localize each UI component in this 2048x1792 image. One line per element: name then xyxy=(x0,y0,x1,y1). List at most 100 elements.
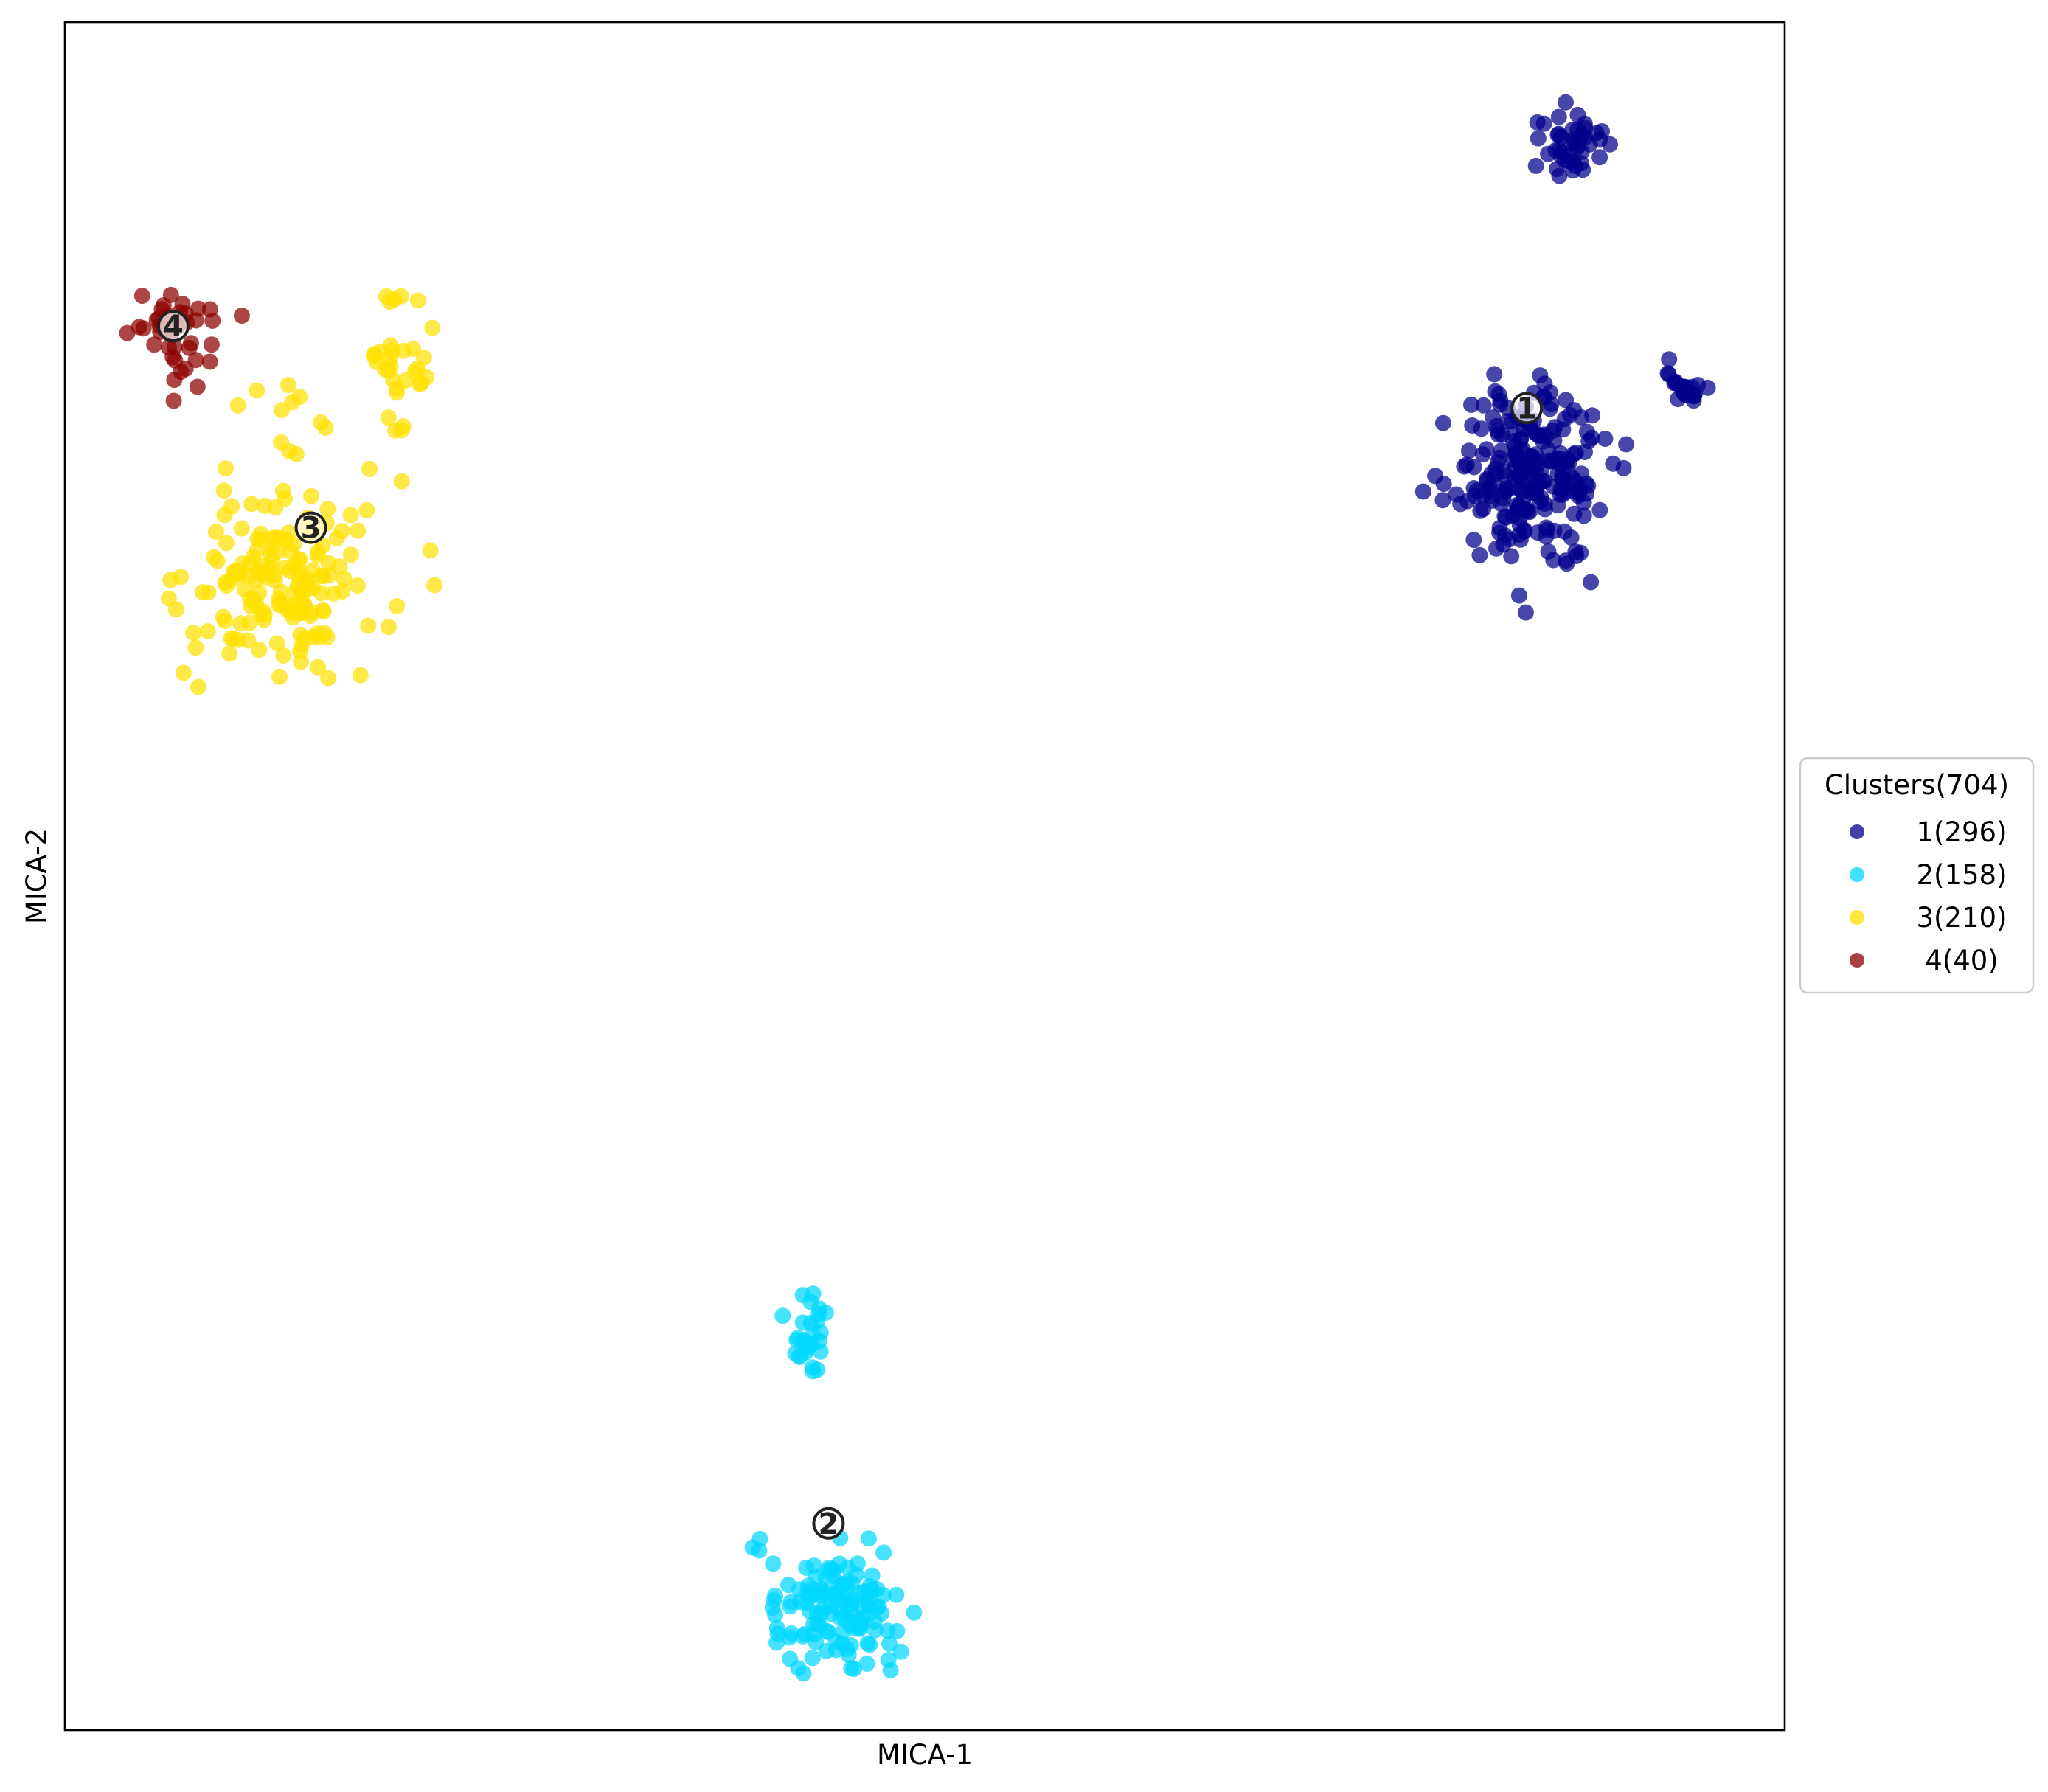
point-cluster-3 xyxy=(380,362,397,379)
point-cluster-1 xyxy=(1506,426,1522,442)
point-cluster-3 xyxy=(415,349,432,366)
point-cluster-1 xyxy=(1566,505,1583,522)
point-cluster-2 xyxy=(866,1614,883,1630)
point-cluster-3 xyxy=(175,664,192,681)
point-cluster-1 xyxy=(1461,442,1477,459)
point-cluster-2 xyxy=(858,1655,875,1672)
point-cluster-3 xyxy=(274,482,291,499)
point-cluster-3 xyxy=(254,602,271,619)
point-cluster-1 xyxy=(1568,548,1585,564)
point-cluster-3 xyxy=(233,520,250,537)
point-cluster-1 xyxy=(1522,448,1539,465)
legend-marker-1 xyxy=(1850,824,1864,839)
point-cluster-1 xyxy=(1550,108,1567,125)
point-cluster-2 xyxy=(751,1530,768,1547)
point-cluster-1 xyxy=(1503,479,1520,496)
point-cluster-2 xyxy=(822,1605,839,1622)
point-cluster-3 xyxy=(305,628,322,645)
point-cluster-4 xyxy=(119,324,136,341)
point-cluster-4 xyxy=(183,335,199,352)
point-cluster-1 xyxy=(1524,463,1541,480)
point-cluster-3 xyxy=(256,497,273,514)
point-cluster-3 xyxy=(229,397,246,414)
point-cluster-3 xyxy=(389,597,406,614)
centroid-marker-2 xyxy=(812,1507,845,1540)
point-cluster-3 xyxy=(292,626,309,643)
point-cluster-3 xyxy=(336,571,353,588)
point-cluster-3 xyxy=(216,507,233,524)
point-cluster-2 xyxy=(800,1577,817,1594)
legend-label-1: 1(296) xyxy=(1916,816,2007,848)
point-cluster-3 xyxy=(412,375,428,392)
point-cluster-1 xyxy=(1471,546,1488,563)
point-cluster-3 xyxy=(275,647,292,664)
centroid-label-4: 4 xyxy=(163,310,184,344)
point-cluster-1 xyxy=(1594,123,1610,139)
point-cluster-1 xyxy=(1434,414,1451,431)
point-cluster-2 xyxy=(774,1307,791,1324)
legend-frame xyxy=(1799,757,2035,994)
y-axis-label: MICA-2 xyxy=(21,828,52,924)
point-cluster-3 xyxy=(280,377,296,394)
point-cluster-3 xyxy=(365,347,382,364)
point-cluster-4 xyxy=(203,336,220,353)
point-cluster-2 xyxy=(833,1635,850,1652)
point-cluster-2 xyxy=(765,1555,782,1572)
point-cluster-4 xyxy=(165,392,182,409)
point-cluster-3 xyxy=(250,562,267,579)
point-cluster-3 xyxy=(320,555,337,572)
point-cluster-3 xyxy=(207,524,224,541)
point-cluster-3 xyxy=(422,542,439,559)
points-layer xyxy=(119,94,1716,1682)
point-cluster-1 xyxy=(1618,436,1635,453)
point-cluster-1 xyxy=(1434,492,1451,509)
point-cluster-3 xyxy=(358,501,375,518)
point-cluster-2 xyxy=(795,1665,812,1682)
centroid-label-3: 3 xyxy=(301,512,322,546)
point-cluster-1 xyxy=(1493,496,1510,513)
point-cluster-1 xyxy=(1561,147,1577,164)
point-cluster-3 xyxy=(320,670,336,687)
point-cluster-2 xyxy=(861,1590,878,1607)
point-cluster-3 xyxy=(360,617,377,634)
point-cluster-1 xyxy=(1597,431,1614,447)
point-cluster-1 xyxy=(1465,480,1482,496)
point-cluster-2 xyxy=(839,1559,856,1576)
centroid-labels: 1 2 3 4 xyxy=(156,310,1544,1541)
point-cluster-3 xyxy=(426,577,443,594)
centroid-label-1: 1 xyxy=(1516,392,1537,426)
point-cluster-2 xyxy=(889,1622,906,1639)
point-cluster-1 xyxy=(1527,485,1544,501)
point-cluster-3 xyxy=(249,382,265,399)
point-cluster-3 xyxy=(291,552,308,569)
point-cluster-3 xyxy=(217,574,234,591)
legend: Clusters(704) 1(296) 2(158) 3(210) 4(40) xyxy=(1799,757,2035,994)
point-cluster-1 xyxy=(1605,455,1622,472)
series-cluster-3 xyxy=(160,288,443,695)
point-cluster-3 xyxy=(317,420,334,437)
centroid-marker-4 xyxy=(156,310,190,343)
point-cluster-1 xyxy=(1456,458,1473,475)
point-cluster-3 xyxy=(380,409,397,426)
point-cluster-2 xyxy=(767,1607,783,1623)
point-cluster-3 xyxy=(389,384,406,401)
point-cluster-1 xyxy=(1661,351,1678,368)
point-cluster-3 xyxy=(215,482,232,499)
point-cluster-3 xyxy=(167,601,184,618)
point-cluster-1 xyxy=(1558,94,1574,111)
point-cluster-4 xyxy=(166,372,183,389)
point-cluster-2 xyxy=(794,1287,811,1304)
point-cluster-4 xyxy=(167,352,184,369)
point-cluster-3 xyxy=(285,609,302,626)
point-cluster-2 xyxy=(811,1333,827,1350)
point-cluster-3 xyxy=(424,319,441,336)
point-cluster-3 xyxy=(200,584,217,601)
point-cluster-3 xyxy=(199,623,216,640)
series-cluster-1 xyxy=(1414,94,1716,621)
point-cluster-1 xyxy=(1485,409,1502,426)
point-cluster-1 xyxy=(1465,532,1482,549)
point-cluster-2 xyxy=(766,1587,783,1604)
point-cluster-3 xyxy=(393,422,410,439)
